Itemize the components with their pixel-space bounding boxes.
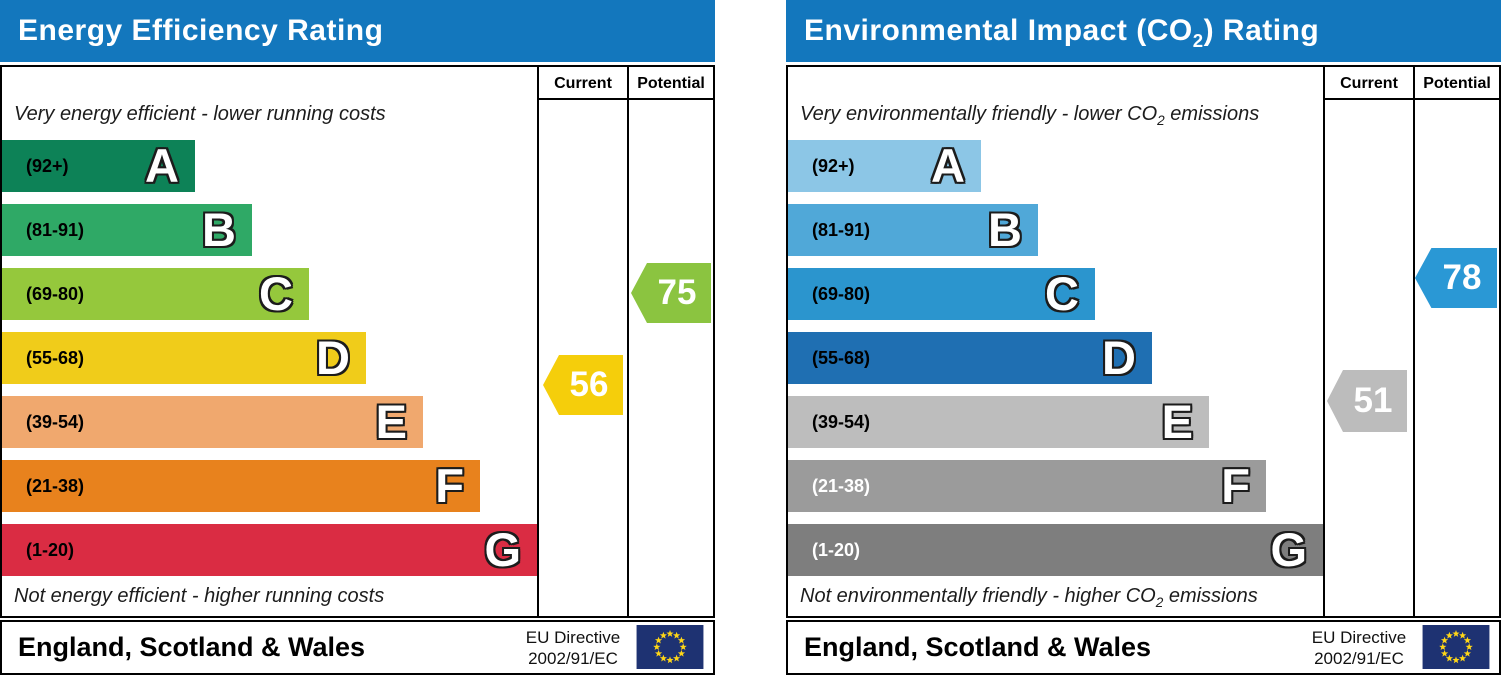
band-letter: F — [1221, 459, 1250, 512]
eu-directive-line1: EU Directive — [525, 628, 621, 647]
band-row-a: (92+) A — [788, 140, 981, 192]
band-range-label: (92+) — [26, 156, 69, 176]
rating-table: Current Potential Very environmentally f… — [786, 65, 1501, 618]
band-row-f: (21-38) F — [2, 460, 480, 512]
panel-energy-efficiency: Energy Efficiency Rating Current Potenti… — [0, 0, 715, 675]
potential-rating-value: 75 — [657, 273, 697, 312]
band-letter: G — [1270, 523, 1307, 576]
footer-region: England, Scotland & Wales — [18, 632, 366, 662]
band-row-d: (55-68) D — [788, 332, 1152, 384]
eu-flag-icon — [1422, 625, 1490, 669]
band-range-label: (1-20) — [812, 540, 861, 560]
band-range-label: (21-38) — [812, 476, 871, 496]
current-column-header: Current — [539, 67, 627, 100]
chart-title-text: Energy Efficiency Rating — [18, 14, 384, 47]
band-letter: D — [316, 331, 350, 384]
chart-title: Energy Efficiency Rating — [0, 0, 715, 62]
band-letter: B — [202, 203, 236, 256]
panel-environmental-impact: Environmental Impact (CO2) Rating Curren… — [786, 0, 1501, 675]
band-range-label: (81-91) — [812, 220, 871, 240]
current-rating-value: 51 — [1353, 381, 1393, 420]
band-row-b: (81-91) B — [2, 204, 252, 256]
band-letter: B — [988, 203, 1022, 256]
band-range-label: (39-54) — [26, 412, 85, 432]
band-range-label: (39-54) — [812, 412, 871, 432]
band-range-label: (69-80) — [812, 284, 871, 304]
column-divider — [537, 67, 539, 616]
chart-title: Environmental Impact (CO2) Rating — [786, 0, 1501, 62]
band-letter: E — [1161, 395, 1193, 448]
band-row-g: (1-20) G — [788, 524, 1323, 576]
column-divider — [627, 67, 629, 616]
potential-column-header: Potential — [1415, 67, 1499, 100]
band-range-label: (55-68) — [26, 348, 85, 368]
band-letter: C — [1045, 267, 1079, 320]
band-range-label: (21-38) — [26, 476, 85, 496]
top-caption: Very environmentally friendly - lower CO… — [800, 103, 1260, 128]
band-range-label: (81-91) — [26, 220, 85, 240]
bottom-caption: Not energy efficient - higher running co… — [14, 585, 385, 607]
band-range-label: (55-68) — [812, 348, 871, 368]
rating-table: Current Potential Very energy efficient … — [0, 65, 715, 618]
current-column-header: Current — [1325, 67, 1413, 100]
current-rating-arrow: 51 — [1327, 370, 1407, 432]
bottom-caption: Not environmentally friendly - higher CO… — [800, 585, 1258, 610]
band-letter: A — [145, 139, 179, 192]
band-letter: E — [375, 395, 407, 448]
eu-directive-line2: 2002/91/EC — [528, 649, 618, 668]
potential-column-header: Potential — [629, 67, 713, 100]
band-range-label: (92+) — [812, 156, 855, 176]
band-row-f: (21-38) F — [788, 460, 1266, 512]
footer-bar: England, Scotland & Wales EU Directive 2… — [786, 620, 1501, 675]
top-caption: Very energy efficient - lower running co… — [14, 103, 386, 125]
band-row-e: (39-54) E — [2, 396, 423, 448]
band-row-c: (69-80) C — [2, 268, 309, 320]
band-row-g: (1-20) G — [2, 524, 537, 576]
eu-directive-line1: EU Directive — [1311, 628, 1407, 647]
chart-title-text-end: ) Rating — [1203, 14, 1320, 47]
chart-title-subscript: 2 — [1192, 30, 1204, 51]
eu-directive: EU Directive 2002/91/EC — [520, 627, 626, 669]
chart-title-text: Environmental Impact (CO — [804, 14, 1193, 47]
eu-flag-icon — [636, 625, 704, 669]
footer-region: England, Scotland & Wales — [804, 632, 1152, 662]
band-range-label: (69-80) — [26, 284, 85, 304]
footer-bar: England, Scotland & Wales EU Directive 2… — [0, 620, 715, 675]
eu-directive-line2: 2002/91/EC — [1314, 649, 1404, 668]
band-row-c: (69-80) C — [788, 268, 1095, 320]
band-letter: F — [435, 459, 464, 512]
column-divider — [1323, 67, 1325, 616]
potential-rating-arrow: 75 — [631, 263, 711, 323]
band-letter: C — [259, 267, 293, 320]
band-row-e: (39-54) E — [788, 396, 1209, 448]
band-row-a: (92+) A — [2, 140, 195, 192]
column-divider — [1413, 67, 1415, 616]
band-letter: D — [1102, 331, 1136, 384]
eu-directive: EU Directive 2002/91/EC — [1306, 627, 1412, 669]
band-range-label: (1-20) — [26, 540, 75, 560]
band-row-b: (81-91) B — [788, 204, 1038, 256]
current-rating-arrow: 56 — [543, 355, 623, 415]
band-letter: A — [931, 139, 965, 192]
band-row-d: (55-68) D — [2, 332, 366, 384]
current-rating-value: 56 — [569, 365, 609, 404]
potential-rating-arrow: 78 — [1415, 248, 1497, 308]
band-letter: G — [484, 523, 521, 576]
potential-rating-value: 78 — [1442, 258, 1482, 297]
